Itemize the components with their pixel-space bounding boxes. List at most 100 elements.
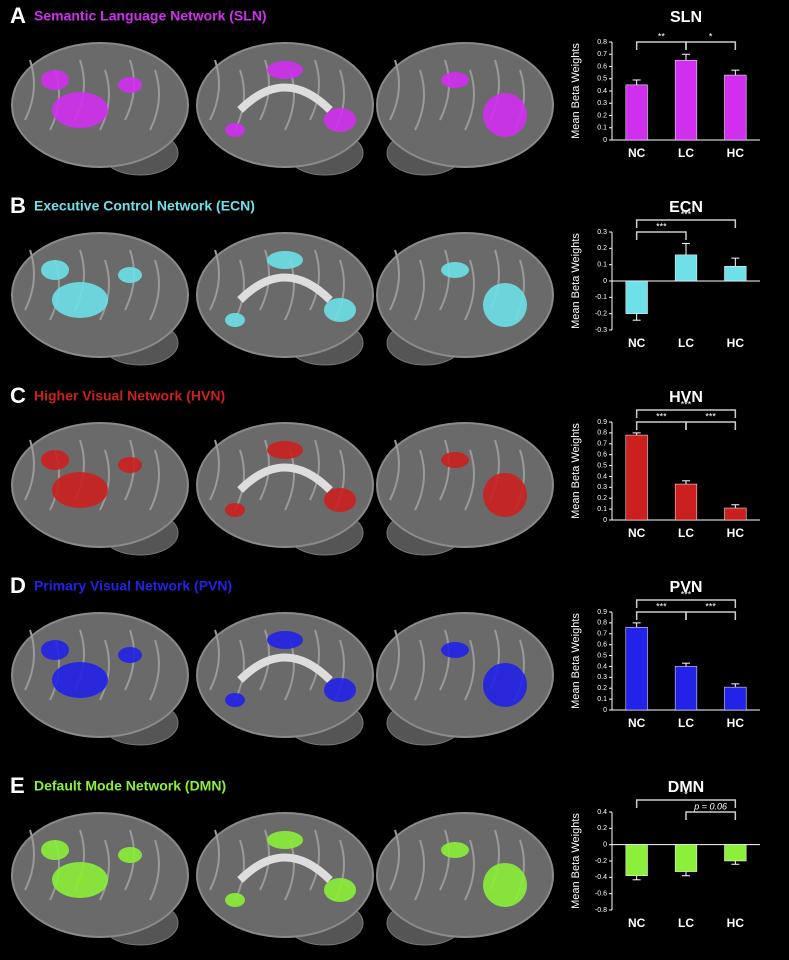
activation-blob (267, 831, 303, 849)
y-tick-label: 0.3 (597, 484, 607, 491)
significance-bracket (635, 409, 737, 418)
y-tick-label: 0.8 (597, 620, 607, 627)
significance-label: *** (656, 601, 667, 611)
significance-label: *** (681, 209, 692, 219)
activation-blob (52, 472, 108, 508)
y-tick-label: -0.2 (595, 858, 607, 865)
sulcus (309, 439, 320, 501)
y-tick-label: 0.3 (597, 674, 607, 681)
y-tick-label: 0.4 (597, 88, 607, 95)
sulcus (464, 449, 475, 511)
x-tick-label: LC (678, 716, 694, 730)
sulcus (439, 249, 450, 311)
y-axis-label: Mean Beta Weights (570, 43, 582, 139)
activation-blob (324, 678, 356, 702)
panel-label: C (10, 383, 26, 408)
x-tick-label: NC (628, 716, 646, 730)
sulcus (389, 829, 400, 891)
activation-blob (41, 70, 69, 90)
activation-blob (52, 92, 108, 128)
x-tick-label: HC (727, 716, 745, 730)
sulcus (24, 439, 35, 501)
sulcus (209, 59, 220, 121)
activation-blob (483, 663, 527, 707)
y-tick-label: 0.6 (597, 452, 607, 459)
activation-blob (483, 283, 527, 327)
sulcus (414, 639, 425, 701)
bar (625, 280, 648, 314)
sulcus (209, 249, 220, 311)
sulcus (209, 439, 220, 501)
bar (724, 844, 747, 862)
y-tick-label: 0.1 (597, 125, 607, 132)
sulcus (309, 629, 320, 691)
y-tick-label: 0 (603, 707, 607, 714)
brain (376, 42, 554, 168)
sulcus (149, 839, 160, 901)
bar (724, 74, 747, 141)
x-tick-label: NC (628, 526, 646, 540)
sulcus (309, 249, 320, 311)
sulcus (24, 629, 35, 691)
sulcus (439, 829, 450, 891)
bar (674, 254, 698, 282)
y-tick-label: 0 (603, 278, 607, 285)
activation-blob (118, 77, 142, 93)
significance-bracket (635, 799, 737, 808)
x-tick-label: LC (678, 526, 694, 540)
x-tick-label: HC (727, 916, 745, 930)
y-tick-label: 0.7 (597, 631, 607, 638)
y-axis-label: Mean Beta Weights (570, 813, 582, 909)
panel-label: E (10, 773, 25, 798)
y-tick-label: 0.1 (597, 506, 607, 513)
activation-blob (267, 631, 303, 649)
y-tick-label: 0.5 (597, 462, 607, 469)
significance-label: *** (705, 411, 716, 421)
chart-title: HVN (669, 389, 703, 406)
activation-blob (41, 840, 69, 860)
sulcus (309, 59, 320, 121)
activation-blob (52, 282, 108, 318)
activation-blob (118, 457, 142, 473)
sulcus (464, 259, 475, 321)
activation-blob (118, 267, 142, 283)
x-tick-label: HC (727, 336, 745, 350)
y-tick-label: 0.8 (597, 39, 607, 46)
y-tick-label: 0.4 (597, 809, 607, 816)
y-tick-label: 0.7 (597, 441, 607, 448)
activation-blob (267, 251, 303, 269)
significance-label: *** (681, 589, 692, 599)
corpus-callosum (237, 853, 333, 883)
x-tick-label: HC (727, 526, 745, 540)
activation-blob (483, 473, 527, 517)
activation-blob (225, 313, 245, 327)
y-tick-label: -0.3 (595, 327, 607, 334)
sulcus (149, 639, 160, 701)
panel-title: Semantic Language Network (SLN) (34, 8, 267, 24)
significance-label: p = 0.06 (693, 801, 727, 811)
activation-blob (41, 450, 69, 470)
sulcus (439, 629, 450, 691)
sulcus (24, 249, 35, 311)
y-tick-label: 0.7 (597, 51, 607, 58)
bar (674, 844, 698, 872)
y-tick-label: -0.8 (595, 907, 607, 914)
activation-blob (267, 61, 303, 79)
bar (724, 266, 747, 282)
corpus-callosum (237, 463, 333, 493)
y-tick-label: 0.2 (597, 685, 607, 692)
significance-bracket (635, 599, 737, 608)
y-tick-label: 0.5 (597, 76, 607, 83)
activation-blob (267, 441, 303, 459)
sulcus (209, 629, 220, 691)
activation-blob (441, 72, 469, 88)
sulcus (99, 69, 110, 131)
x-tick-label: NC (628, 916, 646, 930)
y-tick-label: 0.8 (597, 430, 607, 437)
sulcus (414, 259, 425, 321)
y-tick-label: 0.9 (597, 419, 607, 426)
significance-bracket (685, 611, 737, 620)
activation-blob (41, 640, 69, 660)
brain (376, 812, 554, 938)
activation-blob (483, 93, 527, 137)
